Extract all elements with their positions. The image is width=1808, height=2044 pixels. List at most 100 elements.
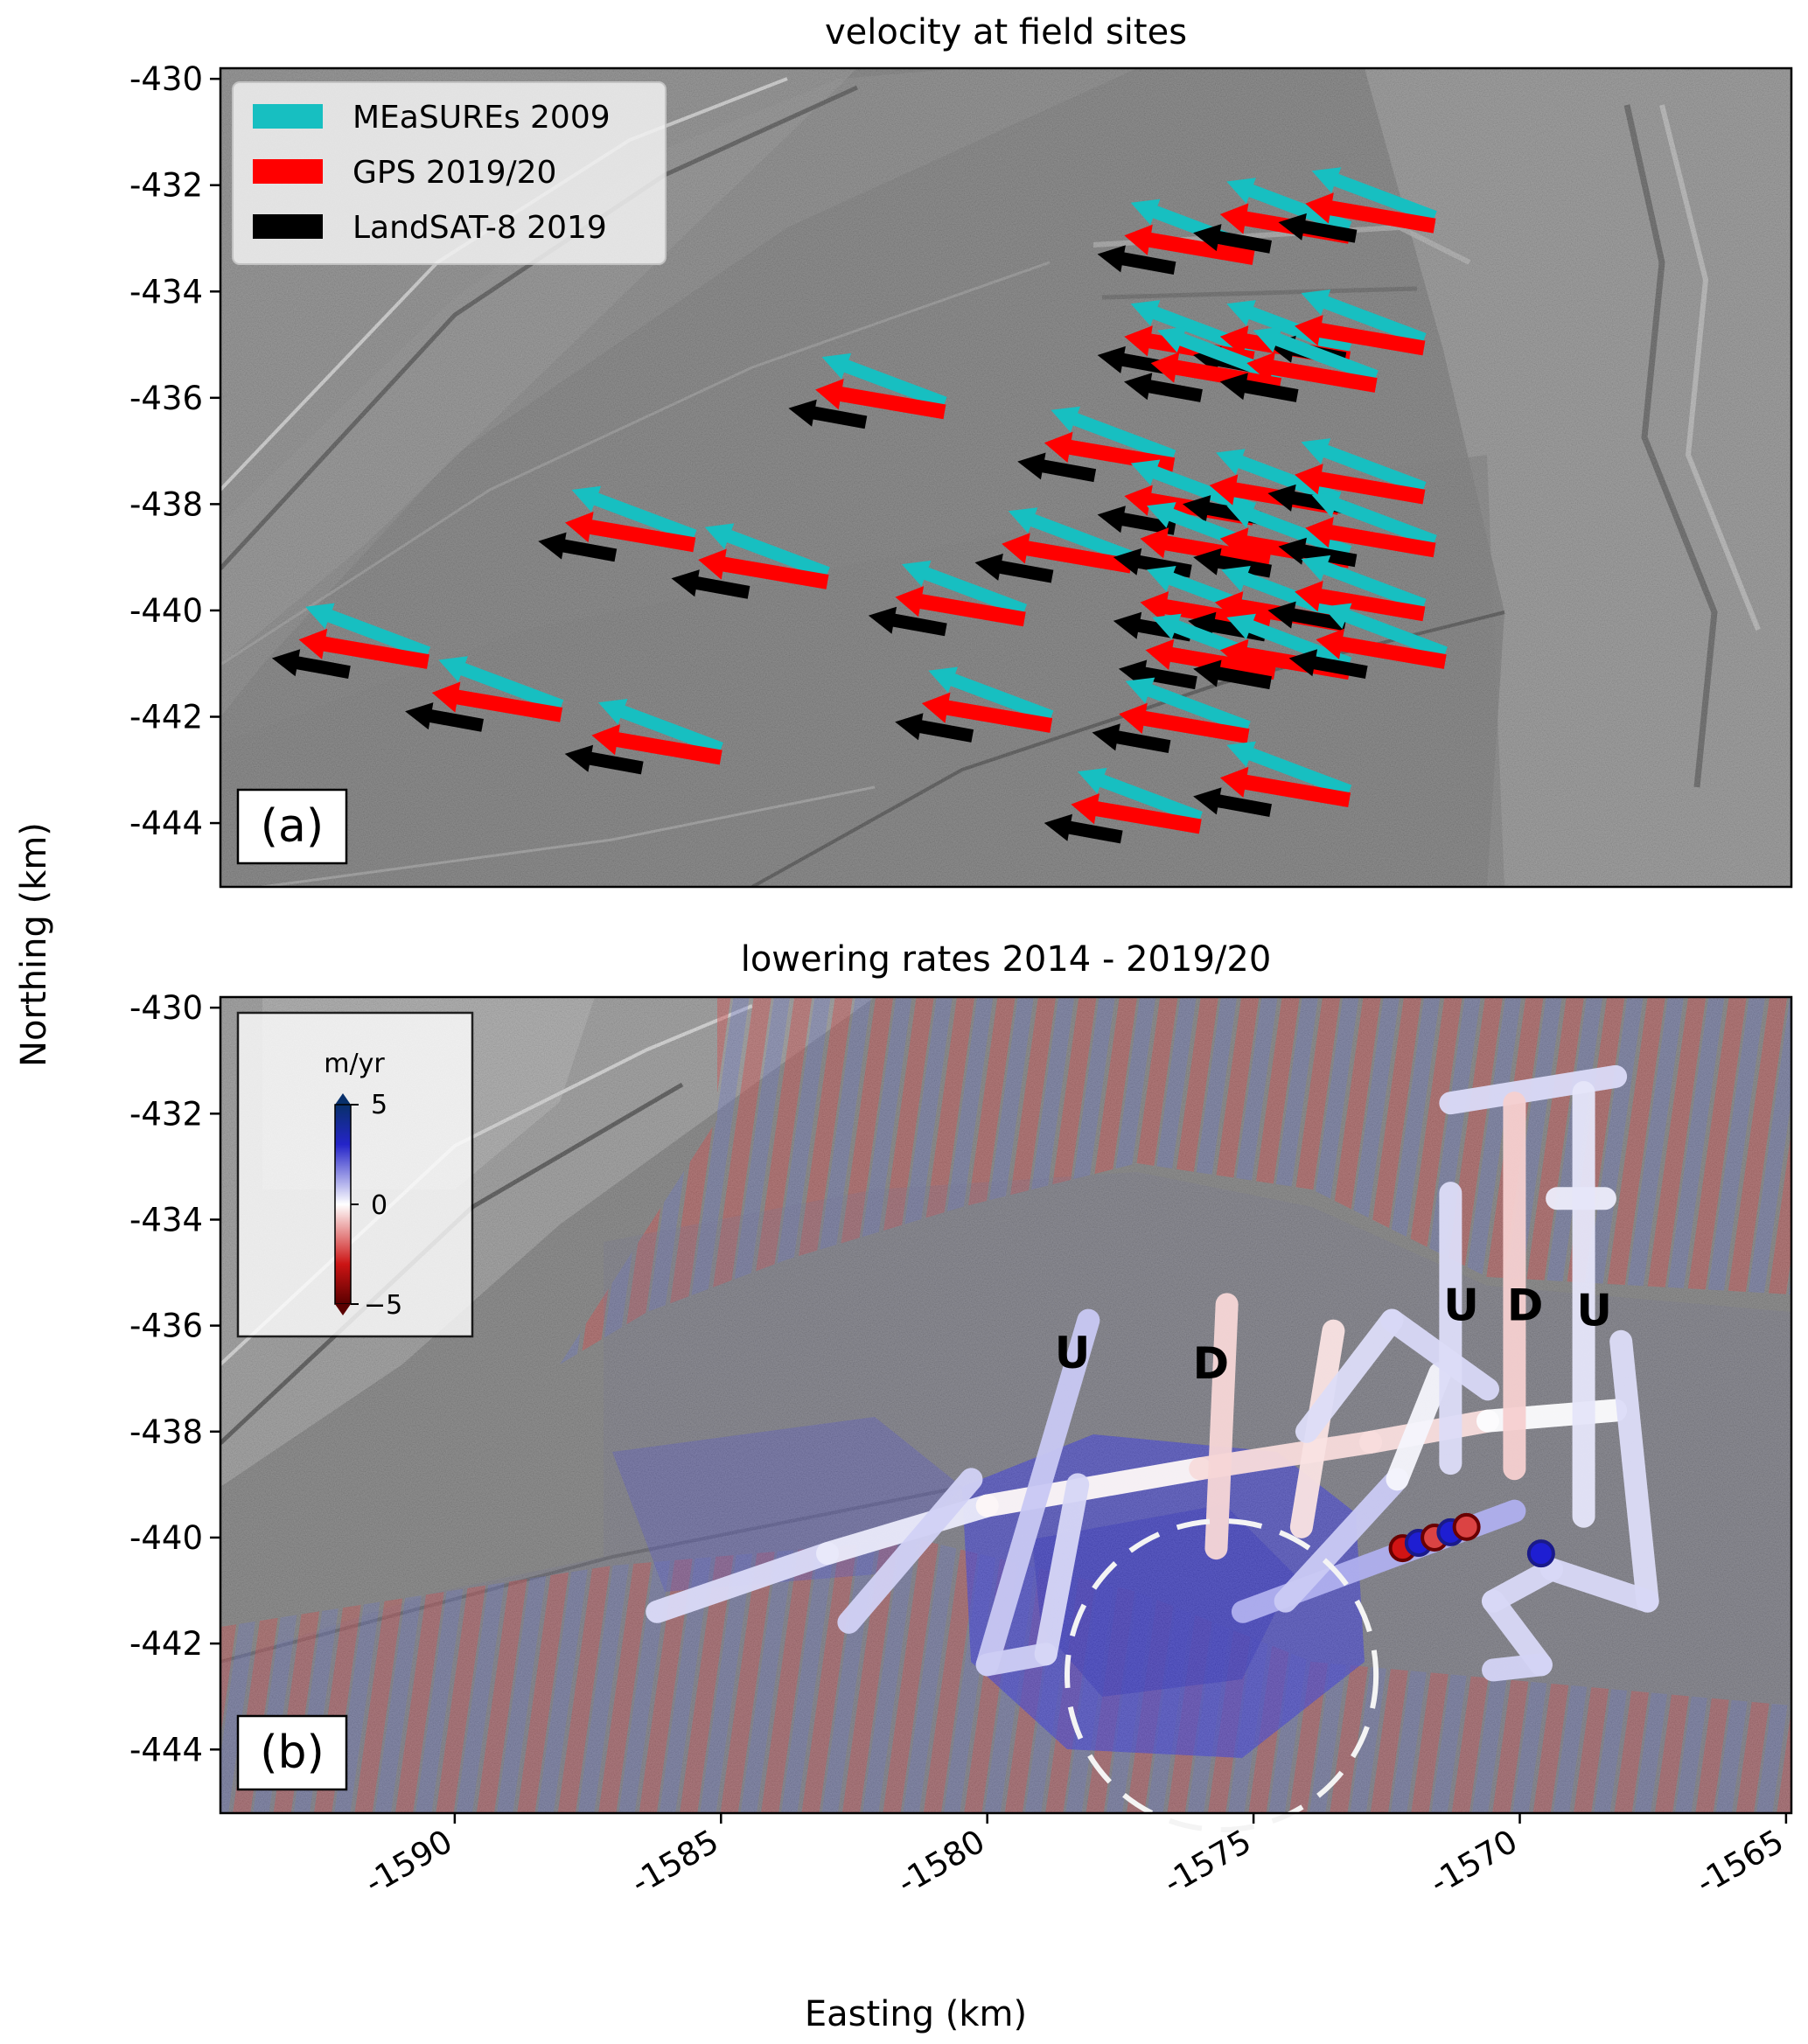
- arrow-gps-2019-20: [1145, 638, 1276, 680]
- arrow-measures-2009: [1226, 178, 1352, 234]
- arrow-measures-2009: [571, 485, 697, 542]
- site-labels: U DU D U: [1055, 1280, 1612, 1390]
- site-label: U: [1443, 1280, 1479, 1331]
- dashed-circle: [1065, 1517, 1379, 1833]
- y-tick-label: -444: [129, 805, 203, 842]
- track-segment: [1359, 1409, 1499, 1454]
- track-segment: [816, 1494, 999, 1566]
- arrow-landsat-2019: [1124, 373, 1203, 402]
- arrow-landsat-2019: [1044, 813, 1123, 844]
- track-segment: [837, 1468, 983, 1634]
- track-segment: [1439, 1064, 1628, 1115]
- arrow-gps-2019-20: [1246, 352, 1378, 393]
- track-segment: [1274, 1468, 1409, 1613]
- lowering-rate-tracks: [646, 1064, 1659, 1682]
- arrow-gps-2019-20: [1124, 224, 1255, 265]
- y-tick-label: -438: [129, 485, 203, 523]
- track-segment: [975, 1308, 1100, 1677]
- arrow-landsat-2019: [271, 649, 351, 679]
- arrow-landsat-2019: [1017, 452, 1097, 483]
- panel-b-label: (b): [260, 1727, 325, 1779]
- arrow-gps-2019-20: [298, 628, 429, 669]
- y-tick-label: -440: [129, 1519, 203, 1557]
- arrow-measures-2009: [704, 523, 830, 580]
- panel-a-label: (a): [261, 800, 324, 853]
- arrow-landsat-2019: [868, 606, 947, 637]
- arrow-landsat-2019: [1092, 723, 1171, 753]
- arrow-gps-2019-20: [591, 724, 723, 765]
- track-segment: [1034, 1473, 1090, 1666]
- colorbar-bottom-extend: [335, 1304, 351, 1315]
- arrow-landsat-2019: [1267, 601, 1347, 631]
- x-tick-label: -1570: [1423, 1823, 1524, 1902]
- arrow-measures-2009: [1301, 555, 1427, 611]
- arrow-measures-2009: [1130, 300, 1256, 357]
- arrow-gps-2019-20: [565, 512, 696, 553]
- arrow-measures-2009: [928, 666, 1054, 723]
- arrow-landsat-2019: [1193, 224, 1272, 254]
- arrow-gps-2019-20: [1295, 464, 1426, 505]
- y-tick-label: -444: [129, 1731, 203, 1768]
- x-tick-label: -1580: [891, 1823, 992, 1902]
- panel-b-y-axis: -430 -432 -434 -436 -438 -440 -442 -444: [129, 989, 220, 1768]
- panel-a-y-axis: -430 -432 -434 -436 -438 -440 -442 -444: [129, 60, 220, 842]
- y-tick-label: -442: [129, 1625, 203, 1663]
- arrow-gps-2019-20: [895, 586, 1026, 627]
- arrow-measures-2009: [1226, 502, 1352, 559]
- arrow-landsat-2019: [538, 532, 618, 562]
- panel-a-title: velocity at field sites: [825, 12, 1187, 52]
- arrow-landsat-2019: [788, 399, 868, 429]
- x-tick-label: -1575: [1157, 1823, 1258, 1902]
- y-tick-label: -432: [129, 1095, 203, 1133]
- x-tick-label: -1585: [625, 1823, 725, 1902]
- arrow-measures-2009: [1008, 507, 1134, 564]
- panel-a-velocity: velocity at field sites -430 -432 -434 -436…: [129, 12, 1793, 889]
- arrow-measures-2009: [1226, 300, 1352, 357]
- arrow-gps-2019-20: [1219, 766, 1351, 807]
- site-label: U: [1576, 1286, 1612, 1336]
- x-axis-label: Easting (km): [805, 1994, 1027, 2034]
- colorbar-title: m/yr: [324, 1049, 385, 1079]
- panel-b-x-axis: -1590 -1585 -1580 -1575 -1570 -1565: [359, 1813, 1790, 1902]
- arrow-gps-2019-20: [1295, 581, 1426, 622]
- track-segment: [1540, 1558, 1659, 1613]
- track-segment: [1386, 1362, 1452, 1491]
- arrow-measures-2009: [597, 699, 723, 755]
- track-segment: [1204, 1293, 1239, 1560]
- arrow-measures-2009: [1125, 677, 1251, 734]
- arrow-gps-2019-20: [1305, 192, 1436, 234]
- arrow-landsat-2019: [405, 702, 484, 732]
- colorbar-tick-bottom: −5: [364, 1290, 402, 1321]
- y-tick-label: -434: [129, 1201, 203, 1238]
- panel-a-label-box: (a): [236, 788, 348, 865]
- arrow-gps-2019-20: [1140, 527, 1271, 569]
- arrow-gps-2019-20: [431, 681, 563, 722]
- site-label: D: [1193, 1338, 1230, 1389]
- track-segment: [1295, 1308, 1404, 1443]
- arrow-landsat-2019: [1278, 213, 1358, 243]
- arrow-measures-2009: [1253, 326, 1379, 383]
- arrow-measures-2009: [438, 656, 564, 713]
- legend-swatch-gps: [253, 159, 323, 184]
- arrow-measures-2009: [1226, 613, 1352, 670]
- panel-b-title: lowering rates 2014 - 2019/20: [741, 939, 1272, 980]
- x-tick-label: -1590: [359, 1823, 459, 1902]
- arrow-gps-2019-20: [1002, 533, 1133, 574]
- arrow-landsat-2019: [564, 744, 644, 775]
- arrow-gps-2019-20: [921, 692, 1053, 733]
- colorbar-tick-mid: 0: [371, 1190, 387, 1221]
- arrow-landsat-2019: [974, 553, 1054, 583]
- y-tick-label: -434: [129, 273, 203, 310]
- y-tick-label: -436: [129, 380, 203, 417]
- arrow-landsat-2019: [1097, 245, 1176, 275]
- arrow-measures-2009: [1311, 167, 1437, 224]
- arrow-measures-2009: [901, 560, 1027, 617]
- arrow-landsat-2019: [1278, 537, 1358, 568]
- arrow-landsat-2019: [1288, 649, 1368, 679]
- y-tick-label: -432: [129, 167, 203, 205]
- arrow-landsat-2019: [1193, 787, 1272, 817]
- arrow-landsat-2019: [1193, 548, 1272, 578]
- arrow-gps-2019-20: [1071, 793, 1202, 834]
- panel-b-frame: [219, 995, 1793, 1815]
